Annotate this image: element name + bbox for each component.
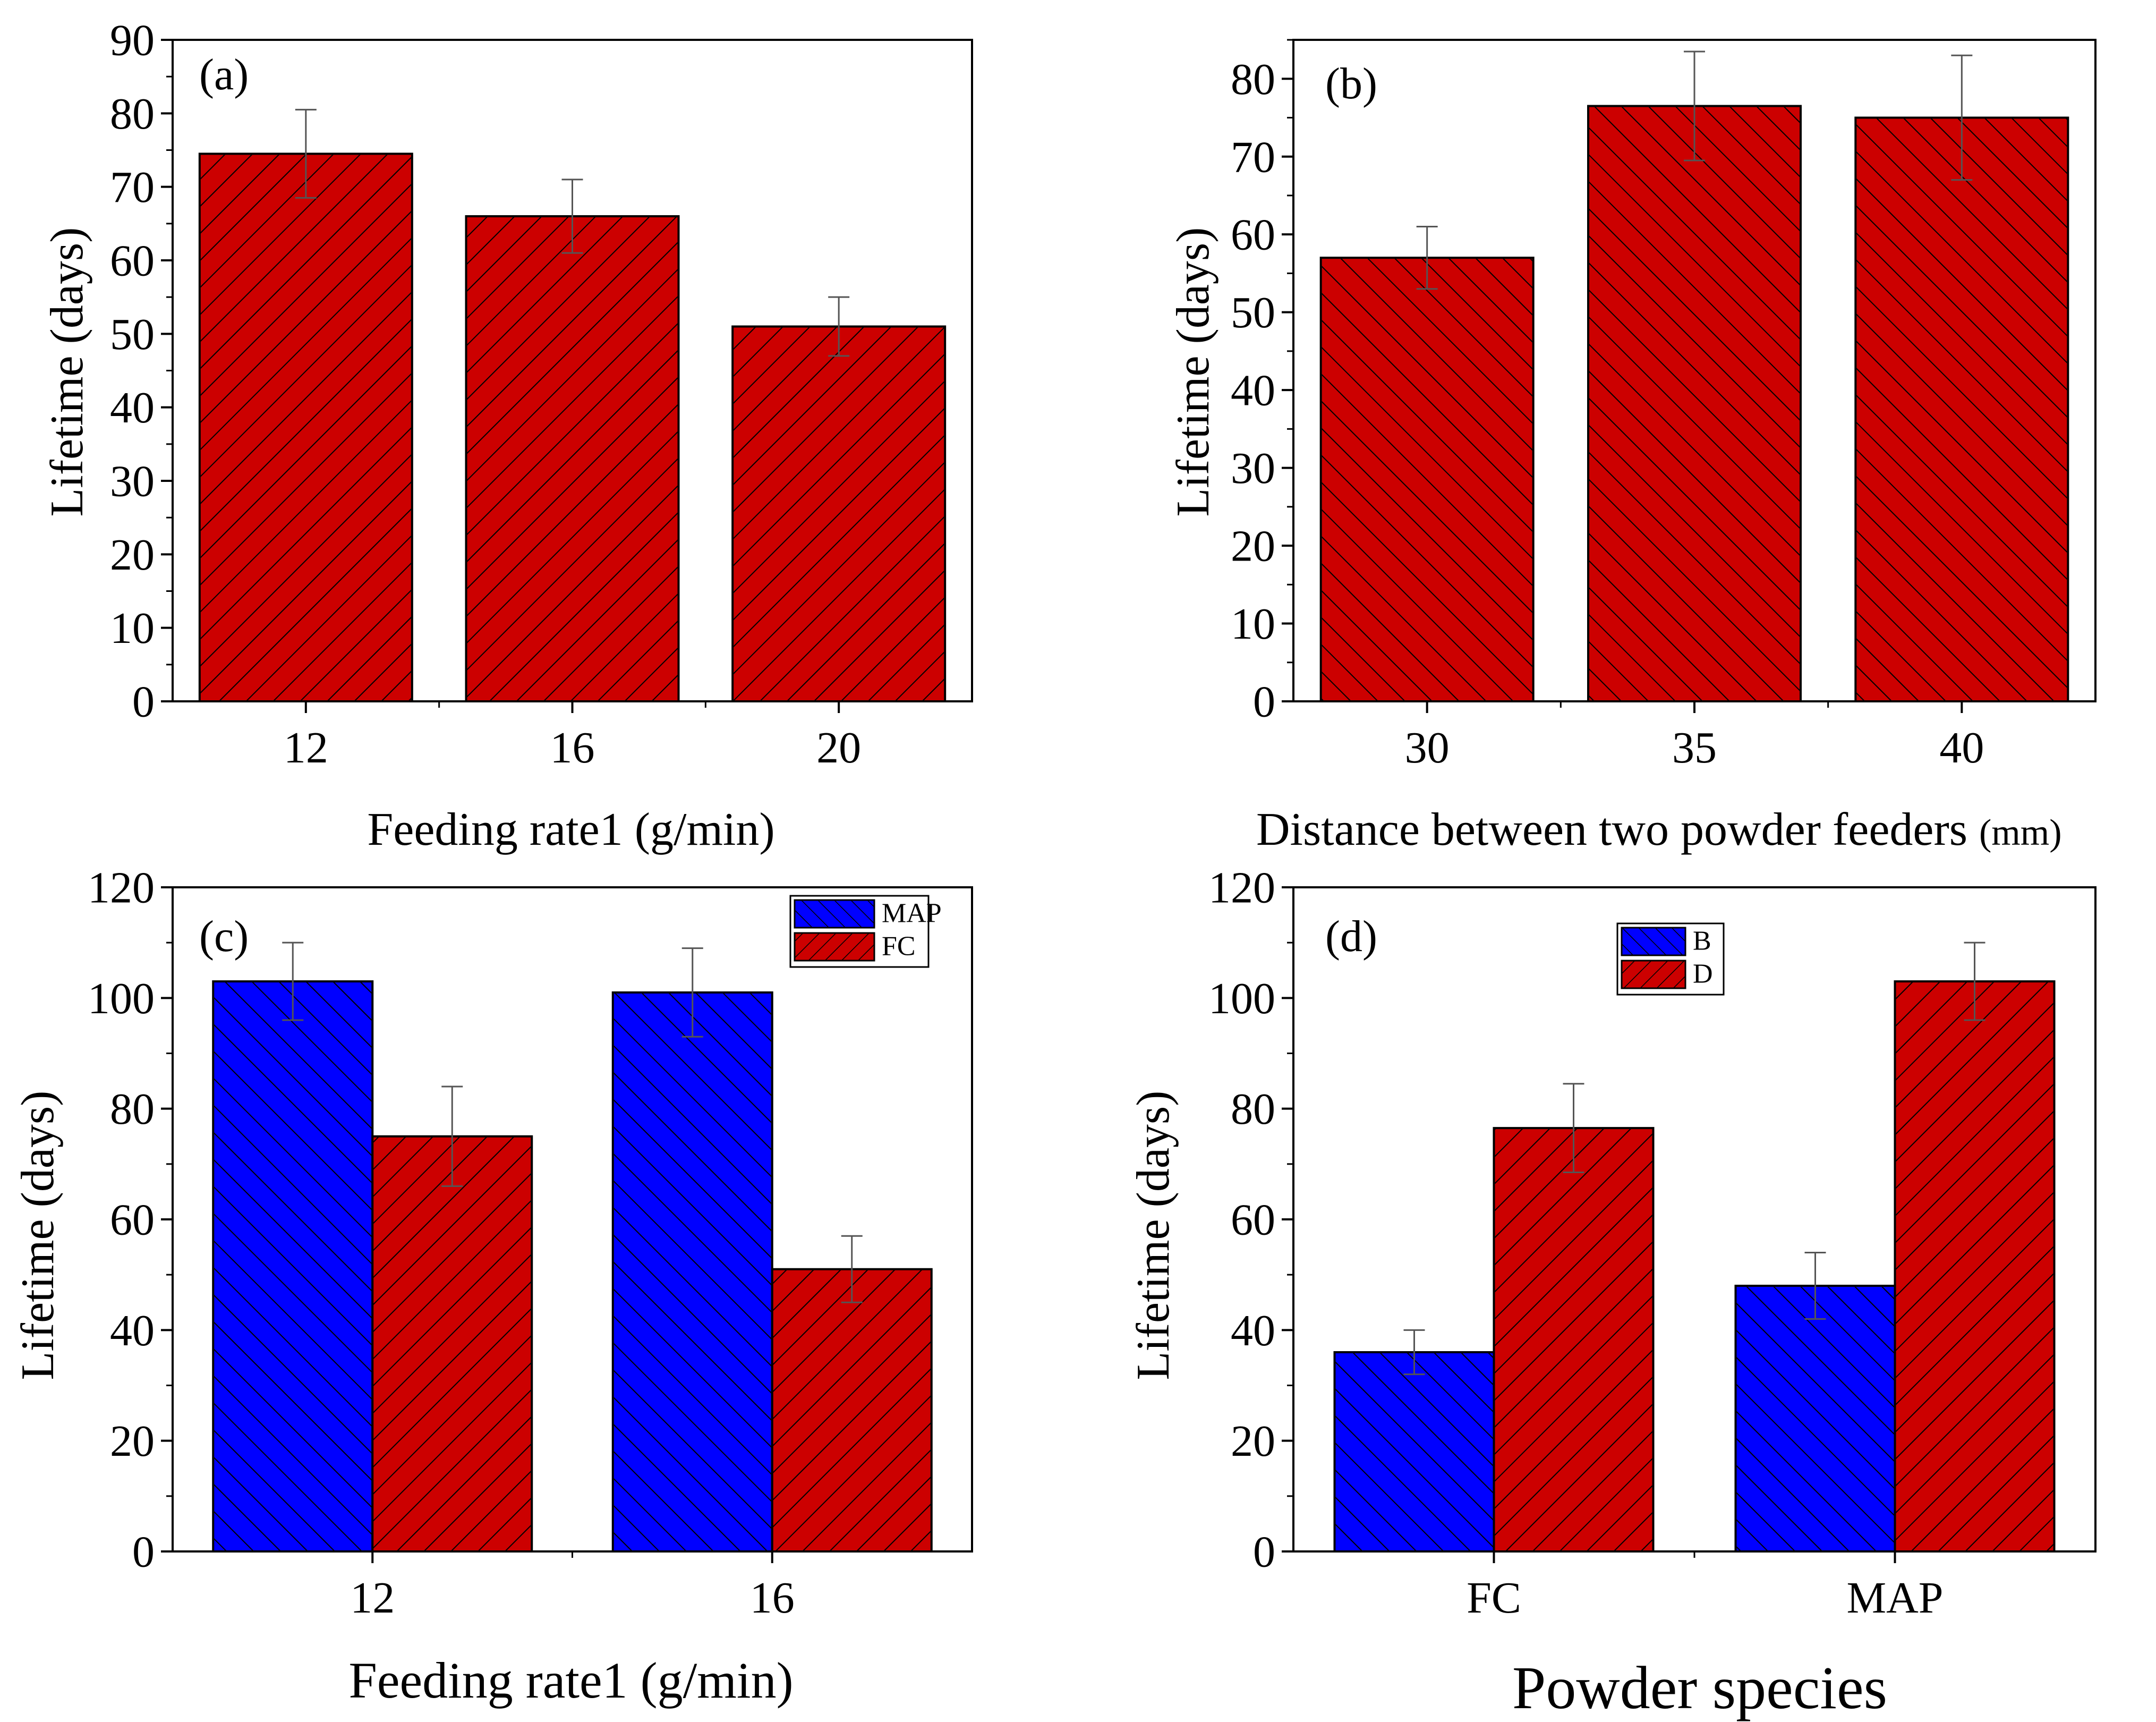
panel-d-label: (d) bbox=[1325, 912, 1377, 961]
bar bbox=[198, 152, 413, 703]
panel-a-xlabel: Feeding rate1 (g/min) bbox=[367, 804, 774, 855]
panel-d-xlabel: Powder species bbox=[1512, 1654, 1887, 1721]
panel-d: (d) Powder species Lifetime (days) bbox=[1128, 912, 1887, 1721]
bar bbox=[611, 991, 773, 1553]
x-tick-label: 16 bbox=[550, 723, 595, 773]
y-tick-label: 80 bbox=[110, 1084, 155, 1134]
bar bbox=[371, 1135, 533, 1553]
x-tick-label: 30 bbox=[1405, 723, 1450, 773]
y-tick-label: 80 bbox=[1231, 1084, 1275, 1134]
y-tick-label: 0 bbox=[1253, 677, 1275, 727]
bar bbox=[731, 325, 947, 702]
bar bbox=[1894, 980, 2056, 1553]
y-tick-label: 10 bbox=[110, 604, 155, 653]
legend-label: B bbox=[1693, 926, 1711, 956]
y-tick-label: 40 bbox=[110, 1306, 155, 1355]
plot-1: 0 10 20 30 40 50 60 70 80 90 12 16 20 bbox=[110, 16, 973, 773]
bar bbox=[212, 980, 374, 1553]
bar bbox=[1319, 257, 1535, 702]
legend: BD bbox=[1616, 922, 1725, 996]
legend-label: D bbox=[1693, 959, 1713, 989]
y-tick-label: 100 bbox=[88, 974, 155, 1023]
y-tick-label: 0 bbox=[132, 677, 155, 727]
y-tick-label: 60 bbox=[110, 236, 155, 286]
panel-b: (b) Distance between two powder feeders (… bbox=[1168, 59, 2062, 855]
y-tick-label: 40 bbox=[110, 383, 155, 432]
y-tick-label: 120 bbox=[1208, 863, 1275, 913]
bar bbox=[465, 215, 680, 702]
x-tick-label: 35 bbox=[1672, 723, 1717, 773]
y-tick-label: 20 bbox=[110, 530, 155, 580]
panel-a: (a) Feeding rate1 (g/min) Lifetime (days… bbox=[41, 50, 775, 855]
bar bbox=[771, 1268, 933, 1553]
y-tick-label: 90 bbox=[110, 16, 155, 65]
y-tick-label: 20 bbox=[110, 1416, 155, 1466]
plot-layer: 0 10 20 30 40 50 60 70 80 90 12 16 20 0 10 20 30 40 50 60 70… bbox=[88, 16, 2097, 1623]
panel-b-label: (b) bbox=[1325, 59, 1377, 108]
x-tick-label: FC bbox=[1467, 1573, 1521, 1623]
y-tick-label: 0 bbox=[132, 1528, 155, 1577]
x-tick-label: 12 bbox=[350, 1573, 395, 1623]
y-tick-label: 60 bbox=[1231, 210, 1275, 260]
x-tick-label: 40 bbox=[1939, 723, 1984, 773]
bar bbox=[1734, 1285, 1896, 1553]
panel-a-label: (a) bbox=[199, 50, 249, 99]
y-tick-label: 0 bbox=[1253, 1528, 1275, 1577]
y-tick-label: 120 bbox=[88, 863, 155, 913]
panel-b-xlabel-text: Distance between two powder feeders bbox=[1256, 804, 1967, 855]
y-tick-label: 50 bbox=[110, 310, 155, 359]
x-tick-label: 20 bbox=[816, 723, 861, 773]
panel-b-ylabel: Lifetime (days) bbox=[1168, 227, 1219, 517]
y-tick-label: 40 bbox=[1231, 366, 1275, 415]
legend-label: MAP bbox=[882, 898, 942, 929]
bar bbox=[1493, 1127, 1655, 1553]
y-tick-label: 50 bbox=[1231, 288, 1275, 337]
y-tick-label: 70 bbox=[110, 163, 155, 212]
y-tick-label: 70 bbox=[1231, 132, 1275, 182]
x-tick-label: 12 bbox=[284, 723, 328, 773]
panel-b-xlabel-unit: (mm) bbox=[1979, 812, 2062, 853]
legend-swatch bbox=[794, 932, 875, 962]
x-tick-label: 16 bbox=[750, 1573, 795, 1623]
legend-swatch bbox=[1621, 927, 1686, 956]
panel-c: (c) Feeding rate1 (g/min) Lifetime (days… bbox=[12, 912, 794, 1709]
plot-4: 0 20 40 60 80 100 120 FC MAP BD bbox=[1208, 863, 2097, 1623]
y-tick-label: 60 bbox=[1231, 1195, 1275, 1245]
y-tick-label: 20 bbox=[1231, 522, 1275, 571]
bar bbox=[1333, 1351, 1495, 1553]
bar bbox=[1854, 116, 2069, 702]
plot-2: 0 10 20 30 40 50 60 70 80 30 35 40 bbox=[1231, 39, 2097, 773]
y-tick-label: 20 bbox=[1231, 1416, 1275, 1466]
y-tick-label: 30 bbox=[1231, 444, 1275, 493]
panel-d-ylabel: Lifetime (days) bbox=[1128, 1091, 1179, 1380]
y-tick-label: 30 bbox=[110, 457, 155, 506]
y-tick-label: 40 bbox=[1231, 1306, 1275, 1355]
panel-a-ylabel: Lifetime (days) bbox=[41, 227, 93, 517]
legend-swatch bbox=[794, 899, 875, 929]
panel-c-label: (c) bbox=[199, 912, 249, 961]
bar bbox=[1587, 105, 1802, 702]
panel-b-xlabel: Distance between two powder feeders (mm) bbox=[1256, 804, 2062, 855]
legend-label: FC bbox=[882, 931, 916, 962]
panel-c-xlabel: Feeding rate1 (g/min) bbox=[348, 1652, 793, 1709]
y-tick-label: 100 bbox=[1208, 974, 1275, 1023]
y-tick-label: 10 bbox=[1231, 599, 1275, 649]
x-tick-label: MAP bbox=[1846, 1573, 1943, 1623]
panel-c-ylabel: Lifetime (days) bbox=[12, 1091, 64, 1380]
legend-swatch bbox=[1621, 960, 1686, 989]
y-tick-label: 80 bbox=[110, 89, 155, 139]
y-tick-label: 80 bbox=[1231, 55, 1275, 104]
y-tick-label: 60 bbox=[110, 1195, 155, 1245]
